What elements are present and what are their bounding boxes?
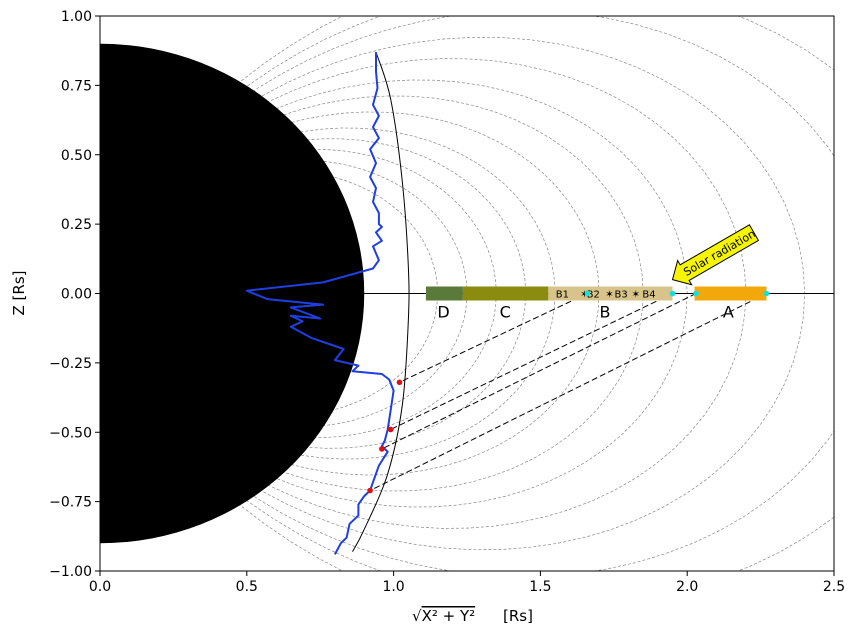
b-subring-label: B1 bbox=[556, 290, 569, 301]
axis-ticks: 0.0 0.5 1.0 1.5 2.0 2.5 1.00 0.75 0.50 0.25 0.00 −0… bbox=[49, 9, 845, 595]
projection-lines bbox=[369, 293, 767, 491]
b-subring-marker: ✶ bbox=[580, 290, 588, 301]
point-markers bbox=[367, 290, 770, 494]
blue-profile-line bbox=[245, 52, 395, 555]
x-axis-label: [Rs] bbox=[503, 607, 533, 625]
field-line bbox=[103, 16, 834, 571]
saturn-disk bbox=[100, 43, 365, 544]
ring-label-d: D bbox=[437, 303, 449, 322]
b-subring-marker: ✶ bbox=[632, 290, 640, 301]
projection-line bbox=[399, 293, 588, 383]
trajectory-layer bbox=[245, 51, 410, 555]
x-axis-math: √X² + Y² bbox=[412, 607, 475, 625]
callout-arrow: Solar radiation bbox=[671, 224, 760, 286]
solar-radiation-callout: Solar radiation bbox=[671, 224, 760, 286]
x-tick-label: 0.0 bbox=[89, 579, 111, 595]
projection-line bbox=[369, 293, 767, 491]
b-subring-label: B4 bbox=[642, 290, 655, 301]
x-tick-label: 1.0 bbox=[382, 579, 404, 595]
ring-edge-point bbox=[763, 290, 770, 297]
x-tick-label: 2.0 bbox=[676, 579, 698, 595]
ring-segment-b bbox=[548, 286, 673, 301]
y-tick-label: 0.25 bbox=[61, 217, 92, 233]
ring-segment-a bbox=[694, 286, 767, 301]
ring-segments: D C B AB1 B2 B3 B4✶ ✶ ✶ bbox=[425, 286, 767, 322]
callout-text: Solar radiation bbox=[681, 227, 757, 279]
y-axis-label: Z [Rs] bbox=[10, 271, 28, 316]
ring-segment-c bbox=[462, 286, 549, 301]
y-tick-label: −1.00 bbox=[49, 564, 92, 580]
y-tick-label: 0.00 bbox=[61, 287, 92, 303]
y-tick-label: −0.50 bbox=[49, 425, 92, 441]
ring-label-c: C bbox=[500, 303, 511, 322]
red-point bbox=[387, 426, 394, 433]
red-point bbox=[396, 379, 403, 386]
y-tick-label: 0.50 bbox=[61, 148, 92, 164]
ring-edge-point bbox=[693, 290, 699, 297]
field-line bbox=[104, 16, 834, 571]
b-subring-label: B2 bbox=[587, 290, 600, 301]
red-point bbox=[367, 487, 373, 494]
ring-edge-point bbox=[669, 290, 676, 297]
projection-line bbox=[381, 293, 697, 450]
ring-label-a: A bbox=[723, 303, 734, 322]
trajectory-curve bbox=[352, 51, 410, 552]
red-point bbox=[379, 446, 385, 452]
saturn-layer bbox=[100, 43, 365, 544]
y-tick-label: 0.75 bbox=[61, 78, 92, 94]
x-tick-label: 1.5 bbox=[529, 579, 551, 595]
b-subring-marker: ✶ bbox=[605, 290, 613, 301]
b-subring-label: B3 bbox=[615, 290, 628, 301]
y-tick-label: −0.75 bbox=[49, 495, 92, 511]
ring-segment-d bbox=[425, 286, 463, 301]
ring-edge-point bbox=[584, 290, 591, 297]
x-tick-label: 0.5 bbox=[236, 579, 258, 595]
y-tick-label: 1.00 bbox=[61, 9, 92, 25]
x-axis-title: √X² + Y² [Rs] bbox=[412, 607, 533, 625]
ring-label-b: B bbox=[599, 303, 610, 322]
y-tick-label: −0.25 bbox=[49, 356, 92, 372]
field-line bbox=[104, 16, 344, 571]
projection-line bbox=[390, 293, 673, 430]
x-tick-label: 2.5 bbox=[823, 579, 845, 595]
callout-shape bbox=[671, 224, 760, 286]
